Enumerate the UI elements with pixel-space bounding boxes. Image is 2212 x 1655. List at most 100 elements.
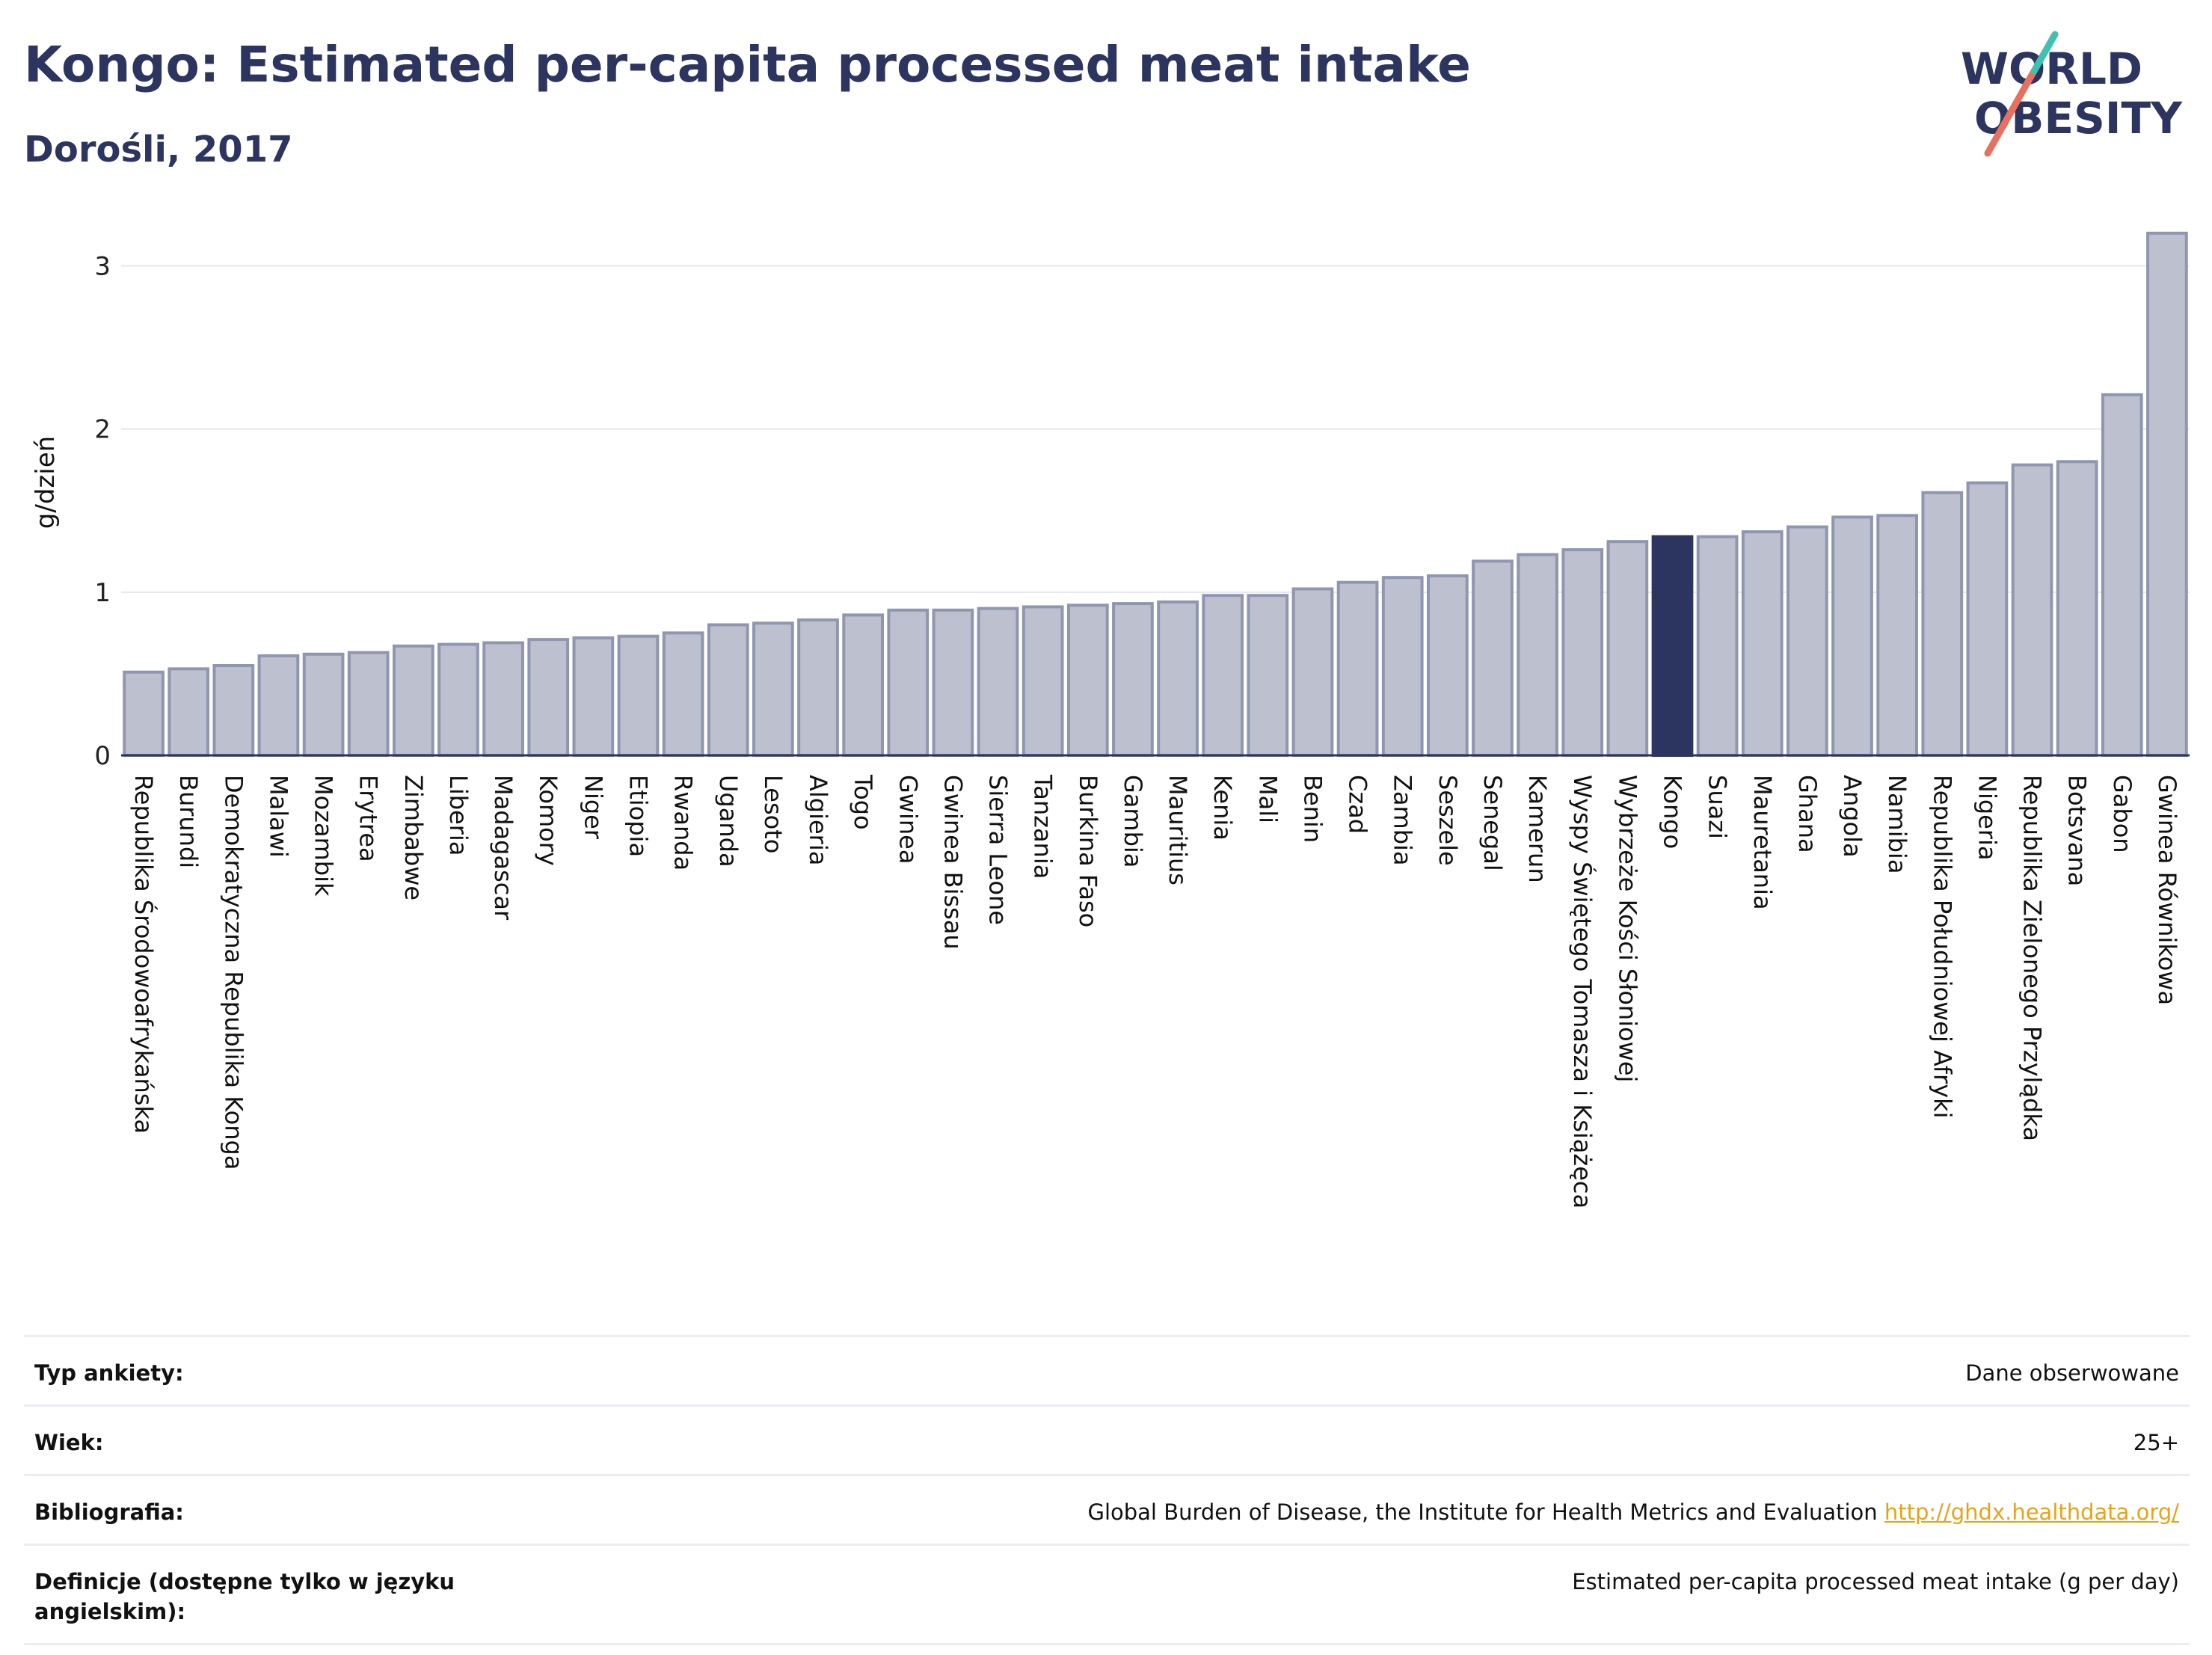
x-tick-label: Gabon bbox=[2108, 775, 2136, 853]
x-tick-label: Kamerun bbox=[1523, 775, 1552, 883]
x-tick-label: Rwanda bbox=[669, 775, 698, 871]
bar[interactable] bbox=[1831, 515, 1873, 757]
info-value: Dane obserwowane bbox=[1965, 1358, 2179, 1388]
bar[interactable] bbox=[1066, 604, 1109, 757]
x-tick-label: Mozambik bbox=[310, 775, 338, 897]
x-tick-label: Burkina Faso bbox=[1074, 775, 1102, 927]
bar[interactable] bbox=[527, 638, 570, 757]
x-tick-label: Namibia bbox=[1883, 775, 1911, 873]
chart-title: Kongo: Estimated per-capita processed me… bbox=[24, 36, 1471, 93]
bar[interactable] bbox=[797, 618, 839, 758]
bar[interactable] bbox=[887, 608, 930, 757]
bar[interactable] bbox=[1112, 602, 1154, 757]
x-tick-label: Angola bbox=[1838, 775, 1867, 858]
x-tick-label: Zambia bbox=[1389, 775, 1417, 866]
bar[interactable] bbox=[347, 651, 390, 758]
x-tick-label: Lesoto bbox=[759, 775, 787, 853]
bar[interactable] bbox=[977, 607, 1019, 757]
x-tick-label: Kongo bbox=[1659, 775, 1687, 849]
bar[interactable] bbox=[482, 641, 524, 757]
bar[interactable] bbox=[662, 631, 704, 758]
x-tick-label: Republika Środowoafrykańska bbox=[129, 775, 159, 1134]
bar[interactable] bbox=[1202, 594, 1244, 757]
source-link[interactable]: http://ghdx.healthdata.org/ bbox=[1884, 1499, 2179, 1525]
info-row-age: Wiek: 25+ bbox=[24, 1404, 2190, 1474]
bar[interactable] bbox=[1472, 559, 1514, 757]
bar[interactable] bbox=[932, 608, 974, 757]
world-obesity-logo[interactable]: WORLD OBESITY bbox=[1944, 30, 2199, 165]
y-axis-label: g/dzień bbox=[31, 436, 61, 529]
bar-highlighted[interactable] bbox=[1651, 535, 1694, 757]
bar[interactable] bbox=[2056, 460, 2098, 757]
bar[interactable] bbox=[1966, 481, 2009, 757]
bar[interactable] bbox=[302, 652, 345, 758]
bar[interactable] bbox=[2011, 463, 2053, 757]
bar[interactable] bbox=[1157, 600, 1199, 758]
x-tick-label: Niger bbox=[579, 775, 607, 840]
bar[interactable] bbox=[842, 613, 885, 758]
x-tick-label: Nigeria bbox=[1973, 775, 2001, 860]
x-tick-label: Liberia bbox=[444, 775, 473, 856]
info-label: Definicje (dostępne tylko w języku angie… bbox=[34, 1569, 455, 1624]
bar-chart: 0 1 2 3 Republika Środowoafrykańska Burundi De… bbox=[31, 231, 2190, 1209]
logo-slash-coral bbox=[1984, 67, 2038, 157]
x-tick-label: Tanzania bbox=[1029, 774, 1057, 879]
x-tick-label: Ghana bbox=[1793, 775, 1822, 853]
bar[interactable] bbox=[1021, 605, 1064, 757]
x-tick-label: Gwinea bbox=[894, 775, 922, 864]
info-value-text: Dane obserwowane bbox=[1965, 1360, 2179, 1386]
bar[interactable] bbox=[1247, 594, 1289, 757]
bar[interactable] bbox=[572, 636, 615, 758]
x-tick-label: Kenia bbox=[1208, 775, 1237, 841]
bar[interactable] bbox=[1561, 548, 1604, 757]
bar[interactable] bbox=[392, 644, 434, 757]
bar[interactable] bbox=[2101, 393, 2143, 757]
logo-slash-teal bbox=[2030, 31, 2059, 75]
info-label: Wiek: bbox=[34, 1430, 104, 1455]
bar[interactable] bbox=[212, 664, 255, 757]
x-tick-label: Burundi bbox=[174, 775, 203, 868]
x-tick-label: Komory bbox=[534, 775, 562, 866]
info-label: Bibliografia: bbox=[34, 1499, 184, 1525]
bar[interactable] bbox=[1696, 535, 1739, 757]
x-tick-label: Mali bbox=[1253, 775, 1282, 823]
info-value-text: Global Burden of Disease, the Institute … bbox=[1087, 1499, 1878, 1525]
x-tick-label: Botsvana bbox=[2063, 775, 2092, 886]
axes: 0 1 2 3 Republika Środowoafrykańska Burundi De… bbox=[94, 251, 2190, 1209]
x-tick-label: Suazi bbox=[1703, 775, 1732, 839]
bar[interactable] bbox=[1741, 530, 1784, 757]
bar[interactable] bbox=[617, 634, 660, 758]
x-tick-label: Benin bbox=[1298, 775, 1327, 843]
info-row-bibliography: Bibliografia: Global Burden of Disease, … bbox=[24, 1474, 2190, 1544]
bar[interactable] bbox=[1921, 491, 1964, 758]
bar[interactable] bbox=[1876, 514, 1919, 757]
x-tick-label: Czad bbox=[1344, 775, 1372, 834]
x-tick-label: Wybrzeże Kości Słoniowej bbox=[1613, 775, 1641, 1082]
x-tick-label: Mauritius bbox=[1164, 775, 1192, 885]
x-tick-label: Uganda bbox=[714, 775, 743, 868]
info-value: 25+ bbox=[2133, 1428, 2179, 1458]
x-tick-label: Madagascar bbox=[489, 775, 517, 921]
bar[interactable] bbox=[257, 654, 300, 758]
bar[interactable] bbox=[2146, 231, 2188, 757]
info-row-definitions: Definicje (dostępne tylko w języku angie… bbox=[24, 1544, 2190, 1645]
y-tick-label: 3 bbox=[94, 251, 111, 281]
bar[interactable] bbox=[1787, 525, 1828, 758]
x-tick-label: Sierra Leone bbox=[984, 775, 1013, 925]
bar[interactable] bbox=[168, 667, 210, 758]
bar[interactable] bbox=[1517, 553, 1558, 757]
x-tick-label: Gwinea Równikowa bbox=[2153, 775, 2181, 1005]
bar[interactable] bbox=[1336, 580, 1379, 758]
x-tick-label: Togo bbox=[849, 774, 877, 830]
bar[interactable] bbox=[123, 670, 165, 758]
bar[interactable] bbox=[1426, 574, 1469, 757]
bar[interactable] bbox=[1606, 540, 1649, 757]
bar[interactable] bbox=[1381, 576, 1424, 757]
x-tick-label: Malawi bbox=[264, 775, 292, 858]
bar[interactable] bbox=[752, 621, 794, 757]
x-tick-label: Zimbabwe bbox=[399, 775, 428, 900]
bar[interactable] bbox=[437, 642, 479, 757]
bar[interactable] bbox=[707, 623, 749, 757]
bar[interactable] bbox=[1291, 587, 1334, 757]
y-tick-label: 1 bbox=[94, 578, 111, 608]
